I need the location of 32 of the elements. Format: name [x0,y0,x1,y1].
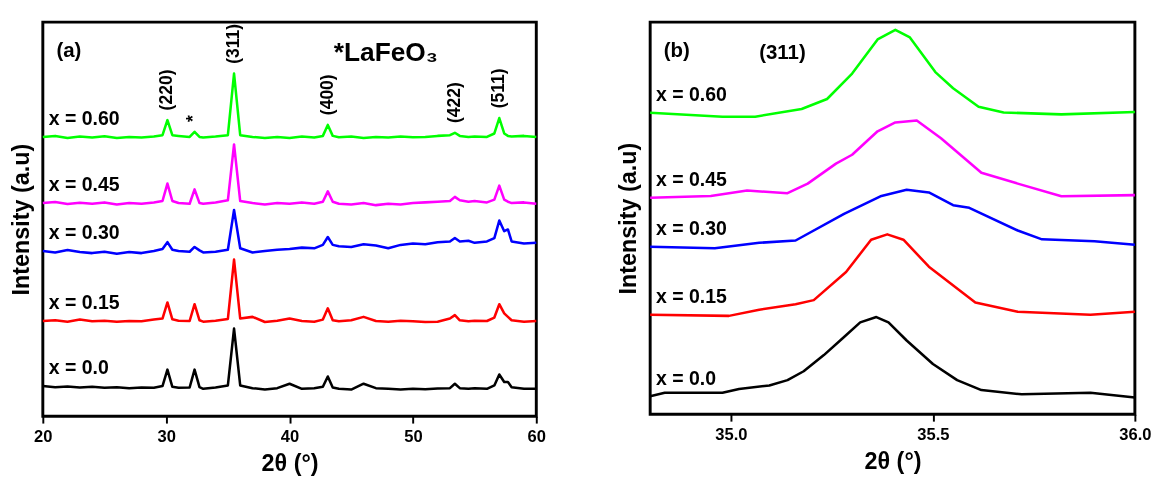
annotation: (b) [663,39,690,62]
annotation: (511) [488,68,509,109]
series-label: x = 0.60 [656,83,728,106]
y-axis-title: Intensity (a.u) [615,142,642,295]
x-tick-label: 40 [280,427,300,447]
x-tick-label: 35.0 [715,425,748,445]
annotation: (422) [443,82,464,124]
x-tick-label: 36.0 [1119,425,1152,445]
x-tick-label: 20 [34,427,53,447]
annotation: (220) [156,69,177,111]
x-tick-label: 50 [404,427,423,447]
annotation: (311) [222,23,243,64]
series-label: x = 0.0 [656,366,717,389]
annotation: (311) [759,41,806,64]
series-label: x = 0.60 [48,107,120,130]
series-label: x = 0.0 [48,356,109,379]
x-axis-title: 2θ (°) [261,450,319,477]
series-label: x = 0.45 [48,173,120,196]
series-label: x = 0.30 [656,216,728,239]
series-label: x = 0.15 [656,285,728,308]
series-label: x = 0.15 [48,291,120,314]
x-tick-label: 30 [157,427,176,447]
x-tick-label: 60 [527,427,546,447]
series-label: x = 0.45 [656,168,728,191]
x-axis-title: 2θ (°) [864,448,922,475]
annotation: * [183,115,204,123]
series-label: x = 0.30 [48,221,120,244]
text: (a) [56,39,82,62]
text: *LaFeO₃ [333,37,438,68]
annotation: (400) [316,74,337,116]
x-tick-label: 35.5 [917,425,950,445]
y-axis-title: Intensity (a.u) [7,143,34,296]
